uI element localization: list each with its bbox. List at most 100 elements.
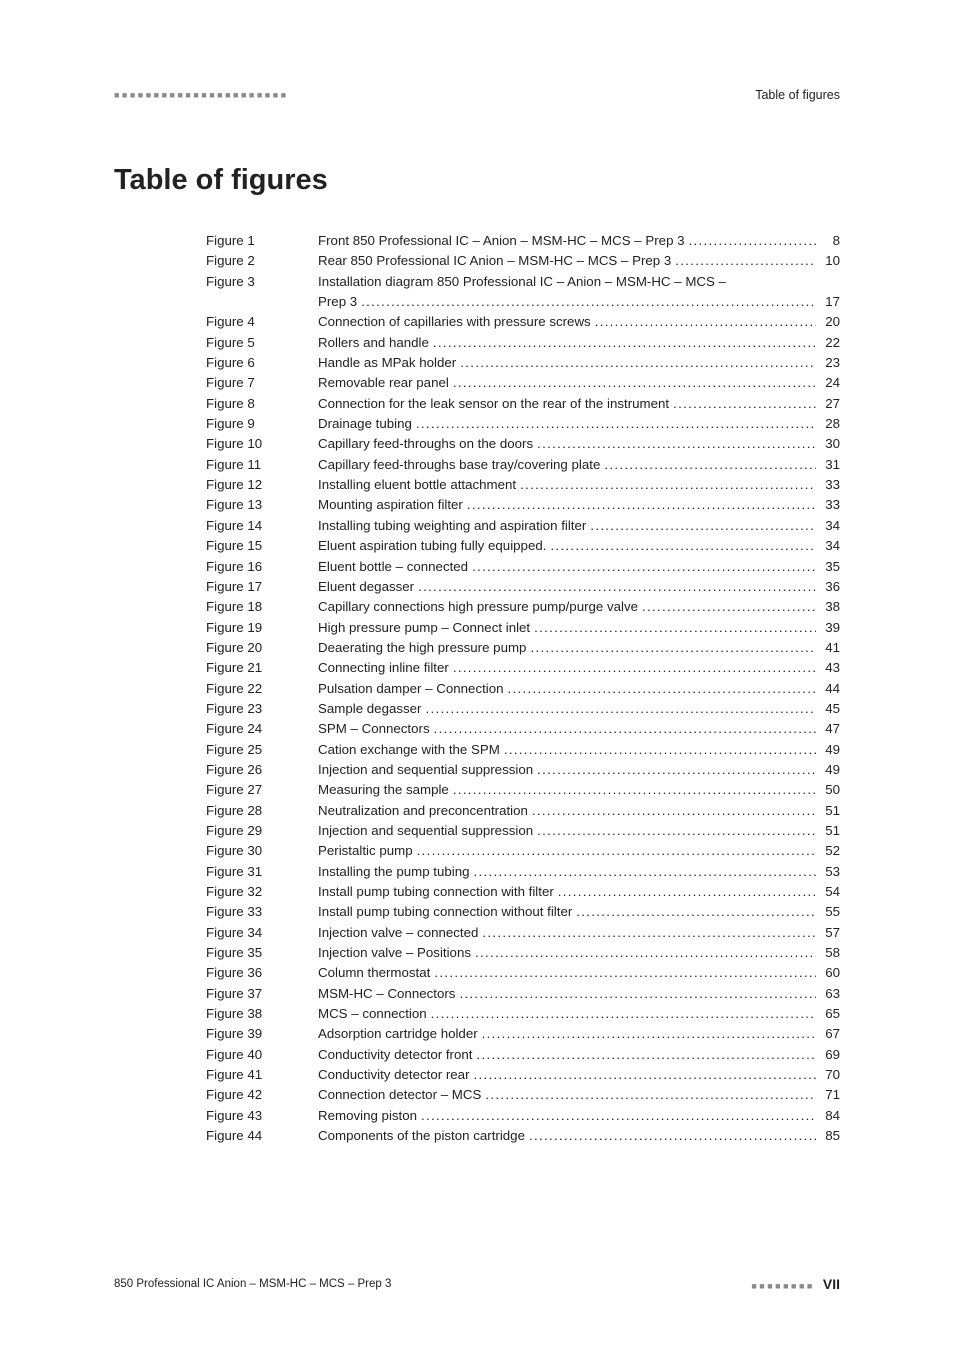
figure-label: Figure 32 (206, 882, 318, 902)
figure-page-number: 45 (816, 699, 840, 719)
figure-description: Conductivity detector front (318, 1045, 476, 1065)
figure-description: Install pump tubing connection without f… (318, 902, 576, 922)
figure-page-number: 30 (816, 434, 840, 454)
figure-description: Installing the pump tubing (318, 862, 474, 882)
figure-row: Figure 16Eluent bottle – connected .....… (206, 557, 840, 577)
figure-page-number: 39 (816, 618, 840, 638)
figure-row: Figure 26Injection and sequential suppre… (206, 760, 840, 780)
figure-description: Injection valve – connected (318, 923, 482, 943)
figure-description: Installing eluent bottle attachment (318, 475, 520, 495)
figure-row: Figure 14Installing tubing weighting and… (206, 516, 840, 536)
figure-page-number: 60 (816, 963, 840, 983)
figure-page-number: 17 (816, 292, 840, 312)
figure-text: Pulsation damper – Connection ..........… (318, 679, 840, 699)
figure-page-number: 51 (816, 821, 840, 841)
figure-label: Figure 10 (206, 434, 318, 454)
figure-row: Figure 12Installing eluent bottle attach… (206, 475, 840, 495)
figure-leader-dots: ........................................… (537, 760, 816, 780)
figure-label: Figure 39 (206, 1024, 318, 1044)
figure-page-number: 50 (816, 780, 840, 800)
figure-description: Connection of capillaries with pressure … (318, 312, 595, 332)
figure-description: Column thermostat (318, 963, 434, 983)
figure-row: Figure 1Front 850 Professional IC – Anio… (206, 231, 840, 251)
figure-text: Eluent bottle – connected ..............… (318, 557, 840, 577)
figure-page-number: 54 (816, 882, 840, 902)
figure-row: Figure 17Eluent degasser ...............… (206, 577, 840, 597)
document-page: ■■■■■■■■■■■■■■■■■■■■■■ Table of figures … (0, 0, 954, 1350)
figure-description: Injection and sequential suppression (318, 760, 537, 780)
figure-text: Components of the piston cartridge .....… (318, 1126, 840, 1146)
figure-leader-dots: ........................................… (453, 658, 816, 678)
figure-description: Capillary connections high pressure pump… (318, 597, 642, 617)
figure-label: Figure 13 (206, 495, 318, 515)
figure-page-number: 85 (816, 1126, 840, 1146)
figure-label: Figure 35 (206, 943, 318, 963)
figure-leader-dots: ........................................… (604, 455, 816, 475)
figure-description: High pressure pump – Connect inlet (318, 618, 534, 638)
figure-label: Figure 3 (206, 272, 318, 292)
figure-row: Figure 19High pressure pump – Connect in… (206, 618, 840, 638)
figure-page-number: 69 (816, 1045, 840, 1065)
figure-leader-dots: ........................................… (482, 1024, 816, 1044)
figure-description: MSM-HC – Connectors (318, 984, 459, 1004)
figure-label: Figure 37 (206, 984, 318, 1004)
figure-text: Adsorption cartridge holder ............… (318, 1024, 840, 1044)
figure-label: Figure 23 (206, 699, 318, 719)
figure-row: Figure 33Install pump tubing connection … (206, 902, 840, 922)
figure-leader-dots: ........................................… (558, 882, 816, 902)
figure-page-number: 38 (816, 597, 840, 617)
figure-label: Figure 44 (206, 1126, 318, 1146)
figures-list: Figure 1Front 850 Professional IC – Anio… (114, 231, 840, 1146)
figure-text: Install pump tubing connection without f… (318, 902, 840, 922)
figure-leader-dots: ........................................… (537, 434, 816, 454)
figure-text: Connection for the leak sensor on the re… (318, 394, 840, 414)
figure-description: Front 850 Professional IC – Anion – MSM-… (318, 231, 689, 251)
figure-label: Figure 19 (206, 618, 318, 638)
figure-description: Connecting inline filter (318, 658, 453, 678)
figure-leader-dots: ........................................… (361, 292, 816, 312)
figure-label: Figure 5 (206, 333, 318, 353)
figure-text: Connection detector – MCS ..............… (318, 1085, 840, 1105)
figure-leader-dots: ........................................… (474, 862, 816, 882)
figure-label: Figure 18 (206, 597, 318, 617)
figure-leader-dots: ........................................… (529, 1126, 816, 1146)
figure-text: SPM – Connectors .......................… (318, 719, 840, 739)
figure-leader-dots: ........................................… (453, 373, 816, 393)
figure-page-number: 20 (816, 312, 840, 332)
figure-page-number: 10 (816, 251, 840, 271)
figure-text: Install pump tubing connection with filt… (318, 882, 840, 902)
figure-row: Figure 32Install pump tubing connection … (206, 882, 840, 902)
figure-row: Figure 41Conductivity detector rear ....… (206, 1065, 840, 1085)
figure-page-number: 24 (816, 373, 840, 393)
figure-description: Pulsation damper – Connection (318, 679, 508, 699)
figure-page-number: 47 (816, 719, 840, 739)
figure-row: Figure 7Removable rear panel ...........… (206, 373, 840, 393)
figure-text: Capillary connections high pressure pump… (318, 597, 840, 617)
figure-text: Neutralization and preconcentration ....… (318, 801, 840, 821)
figure-page-number: 36 (816, 577, 840, 597)
figure-leader-dots: ........................................… (689, 231, 816, 251)
figure-text: Mounting aspiration filter .............… (318, 495, 840, 515)
figure-label: Figure 17 (206, 577, 318, 597)
figure-description: Peristaltic pump (318, 841, 417, 861)
figure-label: Figure 28 (206, 801, 318, 821)
figure-row: Figure 5Rollers and handle .............… (206, 333, 840, 353)
figure-label: Figure 16 (206, 557, 318, 577)
figure-leader-dots: ........................................… (474, 1065, 816, 1085)
figure-leader-dots: ........................................… (453, 780, 816, 800)
figure-label: Figure 34 (206, 923, 318, 943)
figure-row: Figure 8Connection for the leak sensor o… (206, 394, 840, 414)
figure-leader-dots: ........................................… (459, 984, 816, 1004)
figure-page-number: 58 (816, 943, 840, 963)
figure-description: MCS – connection (318, 1004, 431, 1024)
figure-description: Install pump tubing connection with filt… (318, 882, 558, 902)
figure-page-number: 22 (816, 333, 840, 353)
figure-leader-dots: ........................................… (476, 1045, 816, 1065)
figure-label: Figure 26 (206, 760, 318, 780)
figure-text: Deaerating the high pressure pump ......… (318, 638, 840, 658)
figure-leader-dots: ........................................… (642, 597, 816, 617)
header-title: Table of figures (755, 88, 840, 102)
figure-description: Adsorption cartridge holder (318, 1024, 482, 1044)
figure-label: Figure 6 (206, 353, 318, 373)
figure-page-number: 51 (816, 801, 840, 821)
